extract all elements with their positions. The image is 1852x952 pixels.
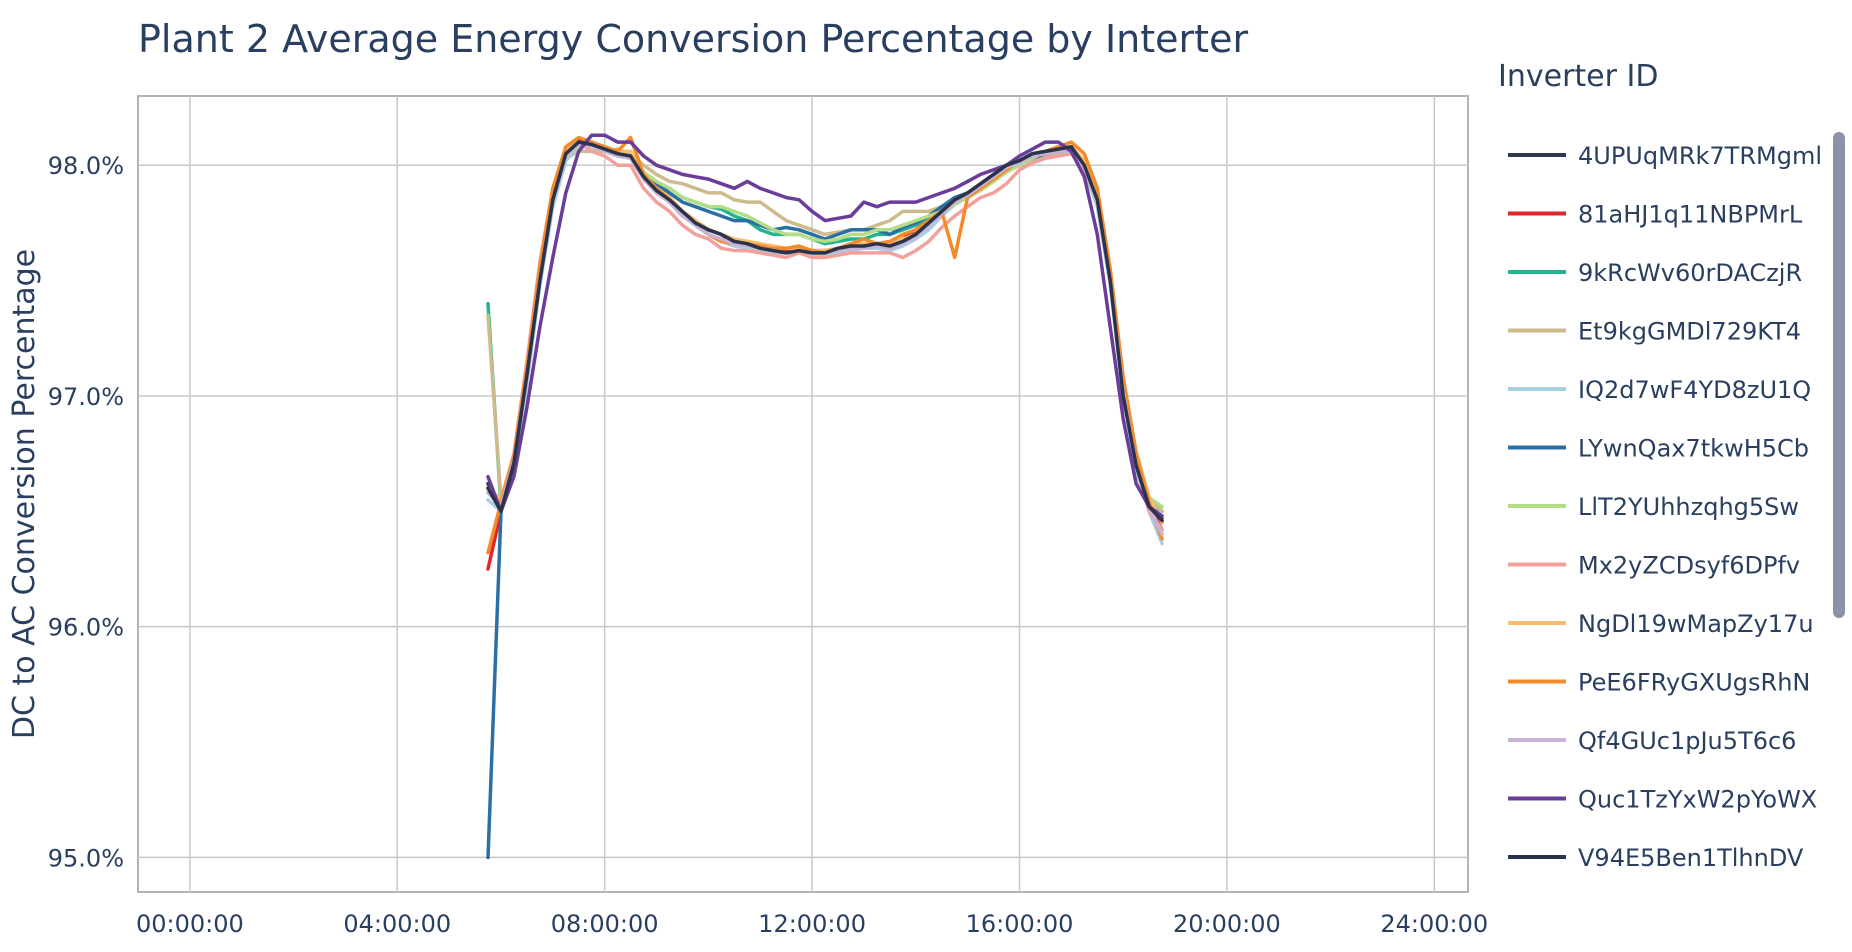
legend-item[interactable]: LYwnQax7tkwH5Cb	[1508, 435, 1809, 463]
legend-label: PeE6FRyGXUgsRhN	[1578, 669, 1810, 697]
x-axis-ticks: 00:00:00 04:00:00 08:00:00 12:00:00 16:00:00…	[136, 910, 1488, 938]
y-axis-ticks: 95.0% 96.0% 97.0% 98.0%	[48, 152, 124, 872]
y-tick-label: 98.0%	[48, 152, 124, 180]
legend-title: Inverter ID	[1498, 59, 1658, 94]
series-line-11	[486, 133, 1164, 518]
x-tick-label: 24:00:00	[1380, 910, 1488, 938]
legend-item[interactable]: 9kRcWv60rDACzjR	[1508, 259, 1802, 287]
legend-label: LlT2YUhhzqhg5Sw	[1578, 493, 1799, 521]
legend-label: 4UPUqMRk7TRMgml	[1578, 142, 1822, 170]
legend[interactable]: 4UPUqMRk7TRMgml 81aHJ1q11NBPMrL 9kRcWv60rD…	[1508, 142, 1822, 872]
legend-item[interactable]: LlT2YUhhzqhg5Sw	[1508, 493, 1799, 521]
legend-label: Et9kgGMDl729KT4	[1578, 318, 1801, 346]
y-tick-label: 95.0%	[48, 844, 124, 872]
legend-label: 9kRcWv60rDACzjR	[1578, 259, 1802, 287]
x-tick-label: 12:00:00	[758, 910, 866, 938]
series-lines	[486, 133, 1164, 860]
legend-item[interactable]: PeE6FRyGXUgsRhN	[1508, 669, 1810, 697]
legend-label: NgDl19wMapZy17u	[1578, 610, 1814, 638]
legend-label: IQ2d7wF4YD8zU1Q	[1578, 376, 1811, 404]
legend-item[interactable]: Qf4GUc1pJu5T6c6	[1508, 727, 1796, 755]
chart-title: Plant 2 Average Energy Conversion Percen…	[138, 17, 1248, 61]
series-line-7	[486, 140, 1164, 532]
legend-label: 81aHJ1q11NBPMrL	[1578, 201, 1803, 229]
legend-item[interactable]: V94E5Ben1TlhnDV	[1508, 844, 1804, 872]
legend-item[interactable]: 4UPUqMRk7TRMgml	[1508, 142, 1822, 170]
y-tick-label: 96.0%	[48, 614, 124, 642]
y-axis-title: DC to AC Conversion Percentage	[7, 249, 42, 739]
x-tick-label: 00:00:00	[136, 910, 244, 938]
grid-lines	[138, 96, 1468, 892]
x-tick-label: 16:00:00	[966, 910, 1074, 938]
series-line-12	[486, 140, 1164, 523]
legend-label: V94E5Ben1TlhnDV	[1578, 844, 1804, 872]
legend-item[interactable]: IQ2d7wF4YD8zU1Q	[1508, 376, 1811, 404]
legend-label: Qf4GUc1pJu5T6c6	[1578, 727, 1796, 755]
plot-area	[137, 95, 1469, 893]
legend-item[interactable]: Et9kgGMDl729KT4	[1508, 318, 1801, 346]
legend-item[interactable]: Quc1TzYxW2pYoWX	[1508, 786, 1817, 814]
x-tick-label: 04:00:00	[343, 910, 451, 938]
x-tick-label: 20:00:00	[1173, 910, 1281, 938]
legend-label: LYwnQax7tkwH5Cb	[1578, 435, 1809, 463]
legend-item[interactable]: 81aHJ1q11NBPMrL	[1508, 201, 1803, 229]
legend-label: Mx2yZCDsyf6DPfv	[1578, 552, 1800, 580]
x-tick-label: 08:00:00	[551, 910, 659, 938]
legend-label: Quc1TzYxW2pYoWX	[1578, 786, 1817, 814]
legend-scrollbar[interactable]	[1833, 132, 1845, 618]
legend-item[interactable]: Mx2yZCDsyf6DPfv	[1508, 552, 1800, 580]
y-tick-label: 97.0%	[48, 383, 124, 411]
legend-item[interactable]: NgDl19wMapZy17u	[1508, 610, 1814, 638]
